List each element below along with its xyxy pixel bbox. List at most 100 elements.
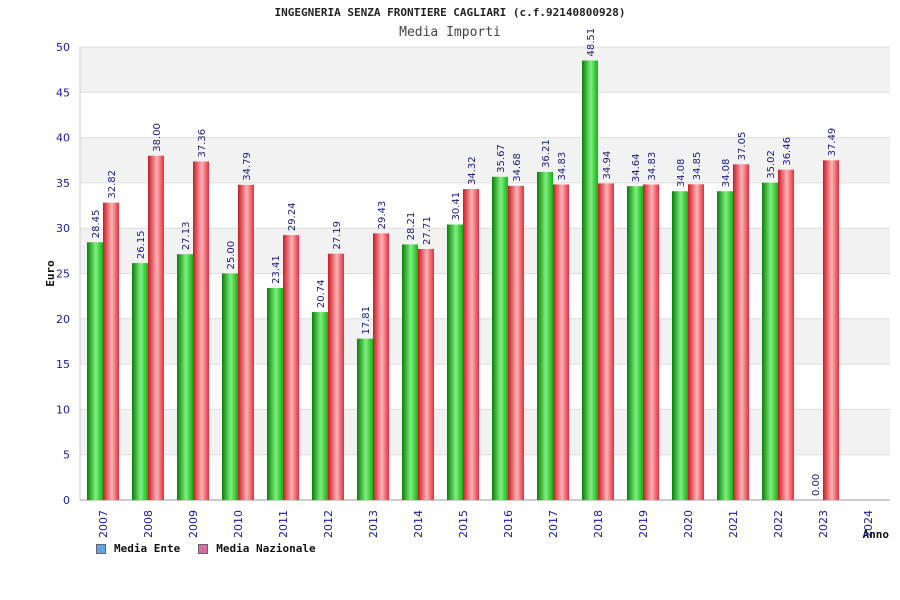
chart-subtitle: Media Importi xyxy=(399,25,501,40)
data-label-media-ente: 0.00 xyxy=(811,474,822,496)
chart-title: INGEGNERIA SENZA FRONTIERE CAGLIARI (c.f… xyxy=(274,6,626,19)
x-tick-label: 2011 xyxy=(277,510,290,538)
grid-band xyxy=(80,228,890,274)
data-label-media-nazionale: 34.83 xyxy=(557,152,568,181)
bar-media-ente xyxy=(312,312,328,500)
bar-media-nazionale xyxy=(598,183,614,500)
x-tick-label: 2022 xyxy=(772,510,785,538)
bar-media-ente xyxy=(672,191,688,500)
legend-swatch-ente xyxy=(96,543,106,554)
bar-media-ente xyxy=(267,287,283,500)
bar-media-ente xyxy=(177,254,193,500)
bar-media-nazionale xyxy=(328,253,344,500)
x-tick-label: 2017 xyxy=(547,510,560,538)
data-label-media-nazionale: 34.94 xyxy=(602,151,613,180)
data-label-media-ente: 34.64 xyxy=(631,154,642,183)
data-label-media-ente: 48.51 xyxy=(586,28,597,57)
x-tick-label: 2014 xyxy=(412,510,425,538)
data-label-media-nazionale: 32.82 xyxy=(107,170,118,199)
data-label-media-nazionale: 34.85 xyxy=(692,152,703,181)
bar-media-ente xyxy=(492,176,508,500)
bar-media-nazionale xyxy=(103,202,119,500)
y-tick-label: 35 xyxy=(56,177,70,190)
x-axis-label: Anno xyxy=(863,528,890,541)
y-tick-label: 15 xyxy=(56,358,70,371)
y-tick-label: 20 xyxy=(56,313,70,326)
bar-media-ente xyxy=(357,338,373,500)
data-label-media-ente: 17.81 xyxy=(361,306,372,335)
data-label-media-nazionale: 27.71 xyxy=(422,216,433,245)
data-label-media-nazionale: 38.00 xyxy=(152,123,163,152)
data-label-media-nazionale: 29.43 xyxy=(377,201,388,230)
legend-swatch-nazionale xyxy=(198,543,209,554)
data-label-media-ente: 27.13 xyxy=(181,222,192,251)
bar-media-ente xyxy=(87,242,103,501)
data-label-media-nazionale: 27.19 xyxy=(332,221,343,250)
legend-item-nazionale: Media Nazionale xyxy=(198,542,316,555)
bar-media-ente xyxy=(222,273,238,500)
x-tick-label: 2007 xyxy=(97,510,110,538)
x-tick-label: 2008 xyxy=(142,510,155,538)
bar-media-nazionale xyxy=(823,160,839,500)
x-tick-label: 2010 xyxy=(232,510,245,538)
grid-band xyxy=(80,318,890,365)
data-label-media-nazionale: 37.49 xyxy=(827,128,838,157)
data-label-media-ente: 35.67 xyxy=(496,144,507,173)
y-tick-label: 30 xyxy=(56,222,70,235)
y-tick-label: 50 xyxy=(56,41,70,54)
bar-media-nazionale xyxy=(508,185,524,500)
bar-media-ente xyxy=(762,182,778,500)
data-label-media-ente: 28.45 xyxy=(91,210,102,239)
data-label-media-ente: 20.74 xyxy=(316,279,327,308)
bar-media-ente xyxy=(132,263,148,500)
y-tick-label: 5 xyxy=(63,449,70,462)
x-tick-label: 2015 xyxy=(457,510,470,538)
x-tick-label: 2023 xyxy=(817,510,830,538)
y-axis-label: Euro xyxy=(44,260,57,287)
bar-media-nazionale xyxy=(238,184,254,500)
grid-band xyxy=(80,47,890,93)
y-tick-label: 45 xyxy=(56,86,70,99)
data-label-media-nazionale: 36.46 xyxy=(782,137,793,166)
x-tick-label: 2021 xyxy=(727,510,740,538)
bar-media-ente xyxy=(582,60,598,501)
legend: Media Ente Media Nazionale xyxy=(96,542,316,555)
data-label-media-ente: 36.21 xyxy=(541,139,552,168)
bar-media-nazionale xyxy=(283,235,299,500)
data-label-media-nazionale: 34.79 xyxy=(242,152,253,181)
grid-band xyxy=(80,409,890,455)
data-label-media-nazionale: 37.05 xyxy=(737,132,748,161)
data-label-media-nazionale: 34.83 xyxy=(647,152,658,181)
data-label-media-nazionale: 37.36 xyxy=(197,129,208,158)
data-label-media-ente: 34.08 xyxy=(676,159,687,188)
bar-media-ente xyxy=(537,171,553,501)
bar-media-ente xyxy=(717,191,733,500)
bar-media-ente xyxy=(402,244,418,500)
x-tick-label: 2012 xyxy=(322,510,335,538)
data-label-media-nazionale: 34.68 xyxy=(512,153,523,182)
bar-media-ente xyxy=(447,224,463,500)
bar-media-nazionale xyxy=(688,184,704,500)
bar-media-nazionale xyxy=(778,169,794,500)
data-label-media-ente: 25.00 xyxy=(226,241,237,270)
x-tick-label: 2018 xyxy=(592,510,605,538)
y-tick-label: 25 xyxy=(56,268,70,281)
x-tick-label: 2016 xyxy=(502,510,515,538)
grid-band xyxy=(80,137,890,183)
bar-media-nazionale xyxy=(373,233,389,500)
legend-item-ente: Media Ente xyxy=(96,542,180,555)
x-tick-label: 2009 xyxy=(187,510,200,538)
data-label-media-ente: 30.41 xyxy=(451,192,462,221)
legend-label-nazionale: Media Nazionale xyxy=(216,542,316,555)
x-tick-label: 2013 xyxy=(367,510,380,538)
data-label-media-ente: 28.21 xyxy=(406,212,417,241)
bar-media-nazionale xyxy=(553,184,569,501)
bar-media-nazionale xyxy=(643,184,659,501)
bar-media-ente xyxy=(627,186,643,500)
data-label-media-ente: 34.08 xyxy=(721,159,732,188)
x-tick-label: 2019 xyxy=(637,510,650,538)
y-tick-label: 40 xyxy=(56,132,70,145)
x-tick-label: 2024 xyxy=(862,510,875,538)
